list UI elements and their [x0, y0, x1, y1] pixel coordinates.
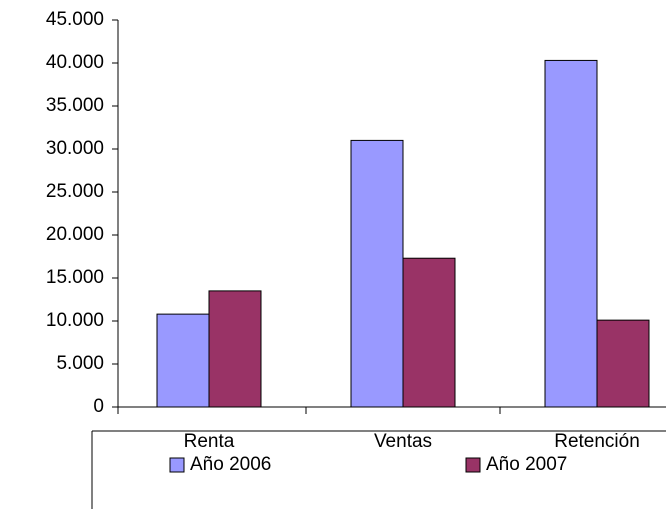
y-tick-label: 15.000: [46, 267, 104, 288]
x-tick-label: Retención: [554, 431, 640, 452]
bar: [208, 290, 262, 408]
y-tick-label: 30.000: [46, 138, 104, 159]
bar: [544, 59, 598, 408]
y-tick-label: 5.000: [56, 353, 104, 374]
y-tick-label: 20.000: [46, 224, 104, 245]
bar: [402, 257, 456, 408]
bar: [350, 139, 404, 408]
bar: [596, 319, 650, 408]
legend-label: Año 2006: [190, 454, 271, 475]
y-tick-label: 25.000: [46, 181, 104, 202]
y-tick-label: 35.000: [46, 95, 104, 116]
bar: [156, 313, 210, 408]
y-tick-label: 0: [93, 396, 104, 417]
y-tick-label: 45.000: [46, 9, 104, 30]
x-tick-label: Ventas: [374, 431, 432, 452]
y-tick-label: 40.000: [46, 52, 104, 73]
y-tick-label: 10.000: [46, 310, 104, 331]
legend-swatch: [465, 457, 481, 473]
legend-swatch: [169, 457, 185, 473]
x-tick-label: Renta: [184, 431, 235, 452]
legend-label: Año 2007: [486, 454, 567, 475]
